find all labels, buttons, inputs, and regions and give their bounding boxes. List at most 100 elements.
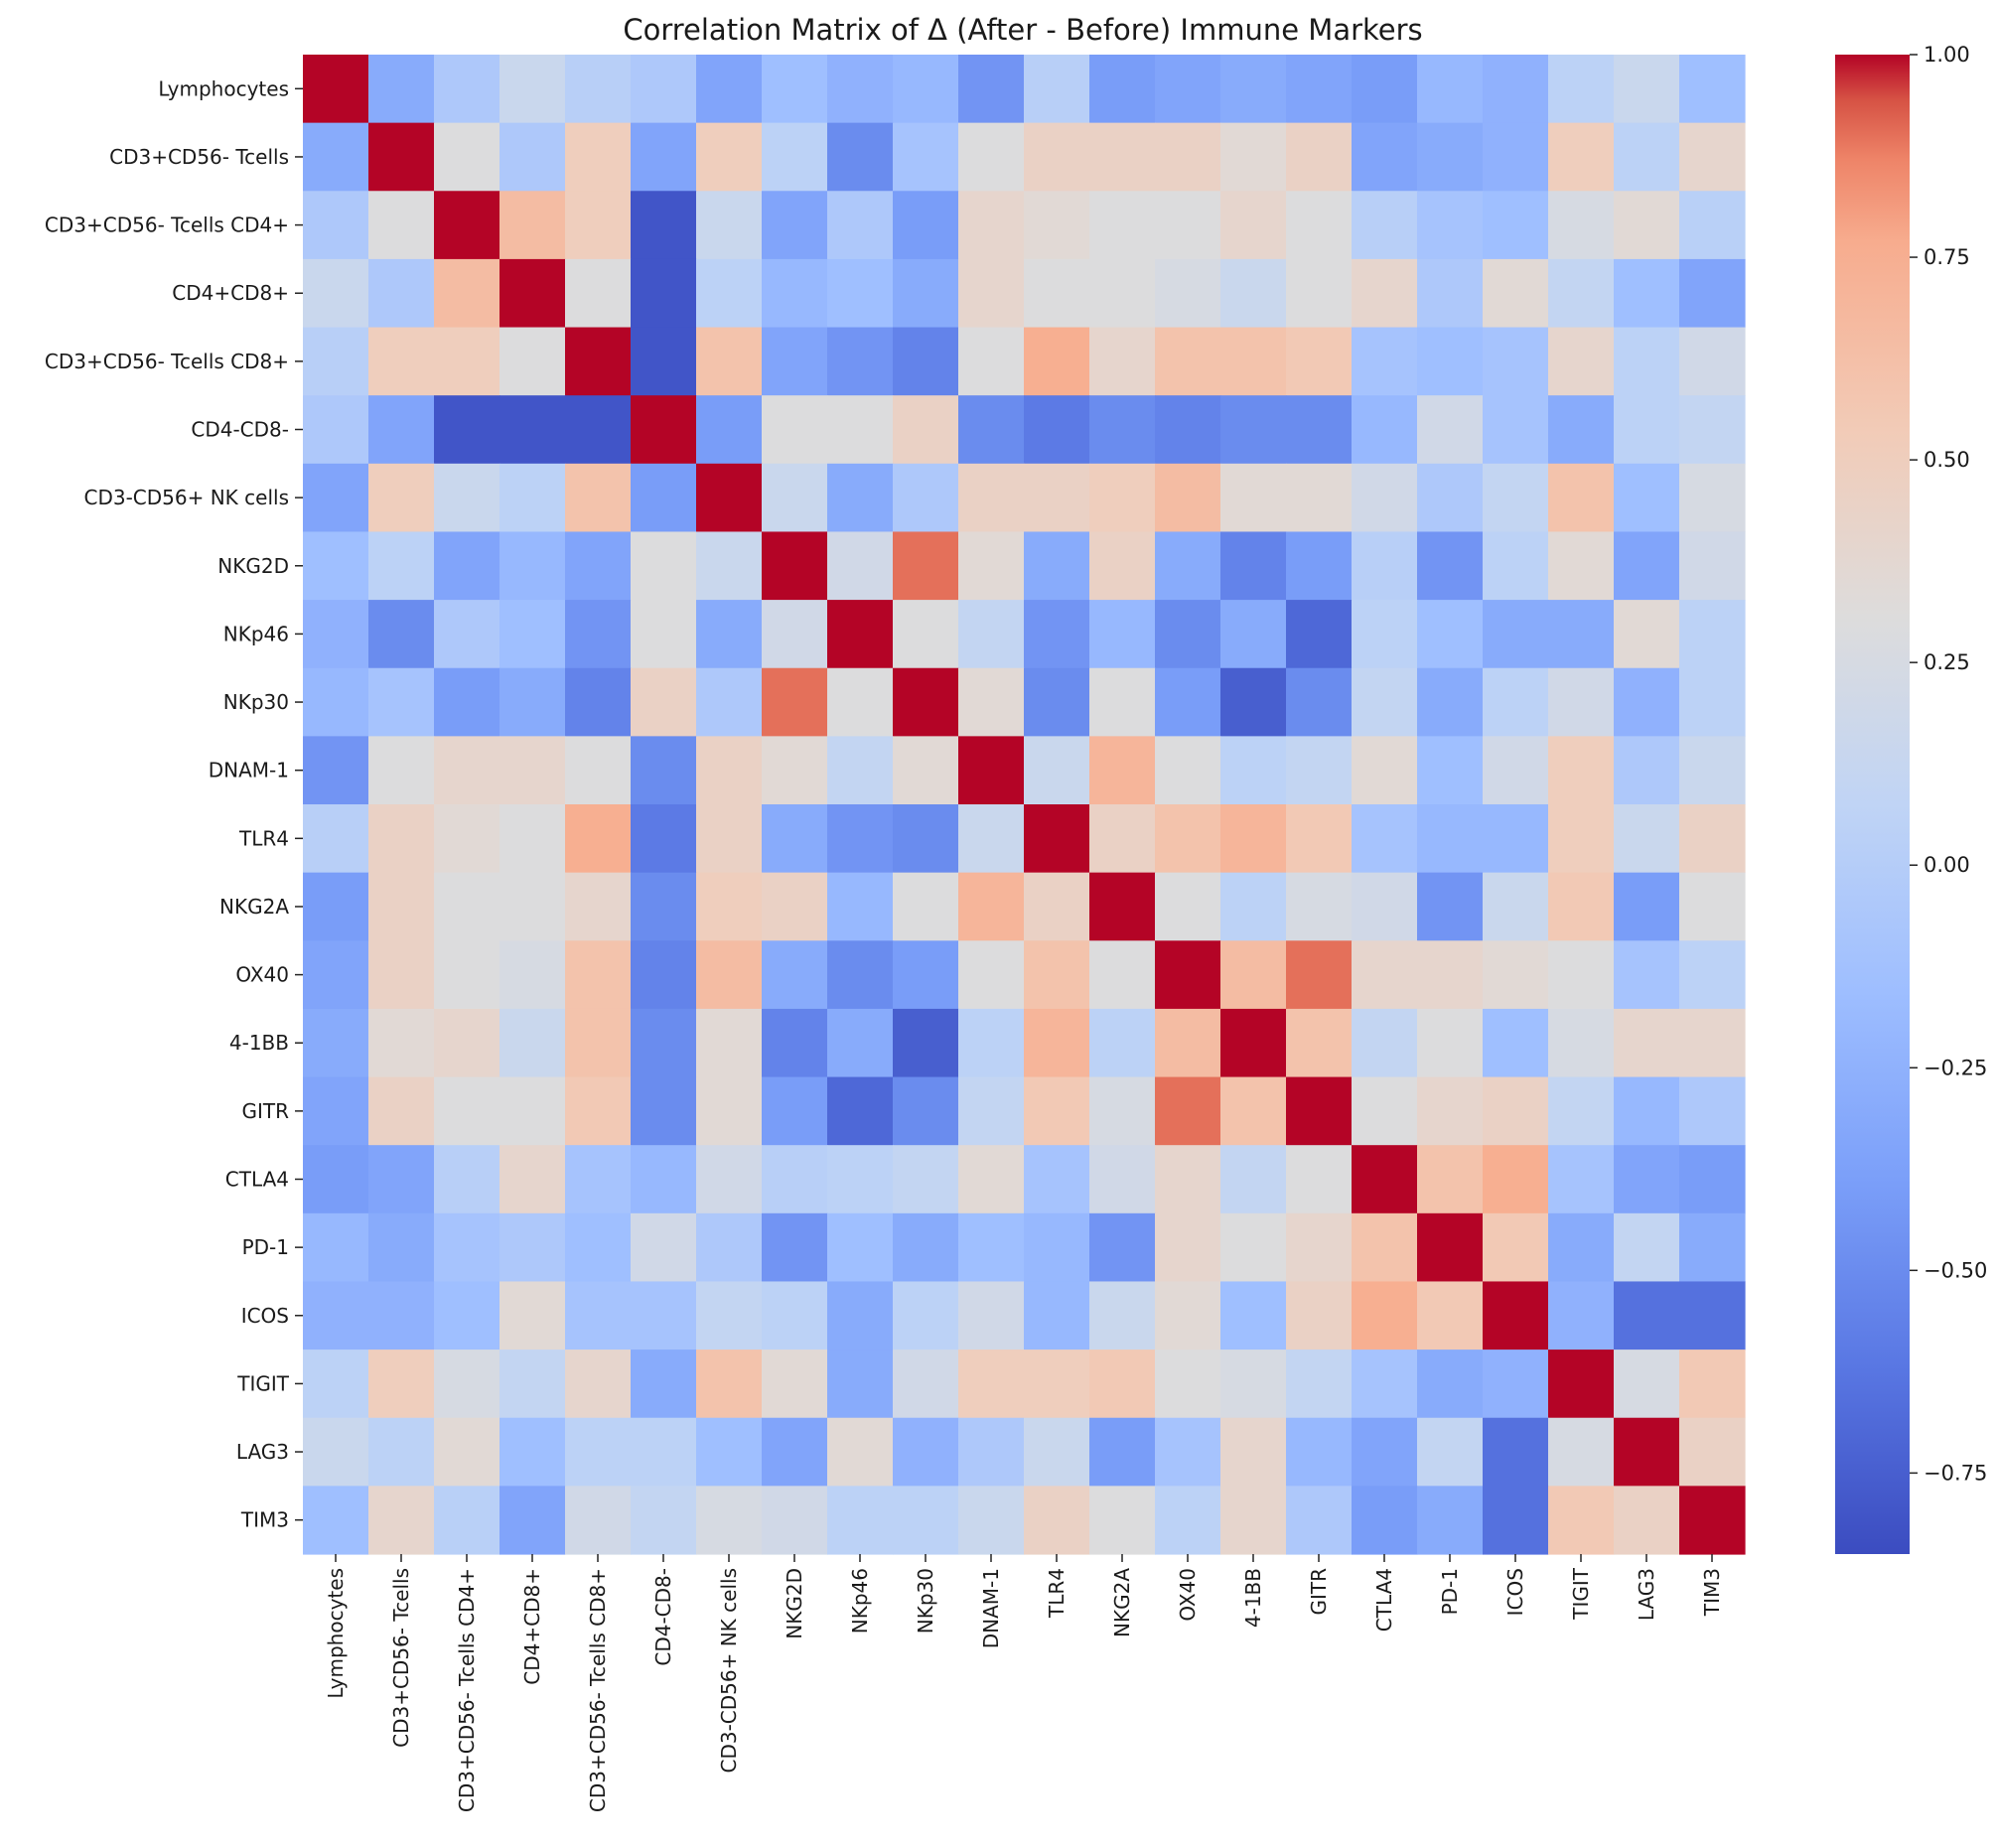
heatmap-cell bbox=[762, 327, 828, 396]
heatmap-cell bbox=[303, 122, 369, 192]
heatmap-cell bbox=[1417, 1008, 1484, 1078]
row-label: NKp30 bbox=[223, 690, 289, 714]
heatmap-cell bbox=[958, 736, 1025, 805]
row-label: ICOS bbox=[241, 1304, 289, 1328]
heatmap-cell bbox=[1024, 1145, 1090, 1214]
heatmap-cell bbox=[1417, 1281, 1484, 1350]
heatmap-cell bbox=[1417, 1212, 1484, 1283]
heatmap-cell bbox=[1548, 55, 1615, 124]
heatmap-cell bbox=[893, 1145, 959, 1214]
heatmap-cell bbox=[1024, 122, 1090, 192]
heatmap-cell bbox=[696, 191, 763, 260]
heatmap-cell bbox=[1614, 1350, 1680, 1419]
heatmap-cell bbox=[1089, 1145, 1156, 1214]
heatmap-cell bbox=[434, 395, 500, 465]
heatmap-cell bbox=[1089, 122, 1156, 192]
heatmap-cell bbox=[827, 1350, 894, 1419]
row-label: CD4-CD8- bbox=[191, 418, 289, 442]
heatmap-cell bbox=[1220, 940, 1287, 1010]
heatmap-cell bbox=[1089, 531, 1156, 601]
heatmap-cell bbox=[434, 1076, 500, 1146]
heatmap-cell bbox=[1614, 804, 1680, 874]
heatmap-cell bbox=[1024, 804, 1090, 874]
heatmap-cell bbox=[827, 1008, 894, 1078]
heatmap-cell bbox=[368, 191, 435, 260]
heatmap-cell bbox=[565, 531, 632, 601]
heatmap-cell bbox=[434, 667, 500, 737]
heatmap-cell bbox=[499, 1145, 566, 1214]
heatmap-cell bbox=[499, 804, 566, 874]
heatmap-cell bbox=[827, 940, 894, 1010]
heatmap-cell bbox=[368, 1417, 435, 1487]
row-label: CD3-CD56+ NK cells bbox=[83, 486, 289, 509]
heatmap-cell bbox=[1679, 463, 1746, 533]
heatmap-cell bbox=[696, 1486, 763, 1555]
heatmap-cell bbox=[696, 55, 763, 124]
heatmap-cell bbox=[499, 463, 566, 533]
heatmap-cell bbox=[1483, 1417, 1549, 1487]
heatmap-cell bbox=[762, 1145, 828, 1214]
heatmap-cell bbox=[434, 531, 500, 601]
heatmap-cell bbox=[958, 600, 1025, 669]
row-label: CD4+CD8+ bbox=[172, 281, 289, 305]
col-label: CD3+CD56- Tcells CD4+ bbox=[455, 1568, 479, 1812]
heatmap-cell bbox=[499, 1212, 566, 1283]
heatmap-cell bbox=[958, 327, 1025, 396]
heatmap-cell bbox=[1679, 191, 1746, 260]
heatmap-cell bbox=[1417, 804, 1484, 874]
heatmap-cell bbox=[1483, 395, 1549, 465]
heatmap-cell bbox=[631, 940, 697, 1010]
col-label: NKG2D bbox=[783, 1568, 806, 1639]
heatmap-cell bbox=[1548, 1145, 1615, 1214]
heatmap-cell bbox=[1679, 667, 1746, 737]
heatmap-cell bbox=[1352, 1076, 1418, 1146]
heatmap-cell bbox=[827, 1212, 894, 1283]
heatmap-cell bbox=[303, 804, 369, 874]
heatmap-cell bbox=[1483, 1076, 1549, 1146]
heatmap-cell bbox=[1155, 463, 1221, 533]
heatmap-cell bbox=[1024, 395, 1090, 465]
heatmap-cell bbox=[827, 122, 894, 192]
heatmap-cell bbox=[1614, 1008, 1680, 1078]
heatmap-cell bbox=[1155, 1212, 1221, 1283]
heatmap-cell bbox=[1417, 940, 1484, 1010]
colorbar-gradient bbox=[1835, 55, 1910, 1554]
heatmap-cell bbox=[1220, 1417, 1287, 1487]
heatmap-cell bbox=[1614, 1076, 1680, 1146]
heatmap-cell bbox=[1614, 327, 1680, 396]
heatmap-cell bbox=[1483, 667, 1549, 737]
heatmap-cell bbox=[631, 55, 697, 124]
heatmap-cell bbox=[893, 1212, 959, 1283]
heatmap-cell bbox=[1417, 1076, 1484, 1146]
heatmap-cell bbox=[893, 736, 959, 805]
heatmap-cell bbox=[893, 191, 959, 260]
heatmap-cell bbox=[368, 463, 435, 533]
heatmap-cell bbox=[893, 122, 959, 192]
heatmap-cell bbox=[1089, 1417, 1156, 1487]
heatmap-cell bbox=[1024, 1008, 1090, 1078]
heatmap-cell bbox=[1286, 736, 1353, 805]
heatmap-cell bbox=[958, 531, 1025, 601]
heatmap-cell bbox=[1220, 736, 1287, 805]
heatmap-cell bbox=[499, 1486, 566, 1555]
heatmap-cell bbox=[303, 55, 369, 124]
heatmap-cell bbox=[696, 531, 763, 601]
heatmap-cell bbox=[1286, 395, 1353, 465]
heatmap-cell bbox=[1286, 191, 1353, 260]
heatmap-cell bbox=[958, 1076, 1025, 1146]
heatmap-cell bbox=[1679, 327, 1746, 396]
heatmap-cell bbox=[762, 258, 828, 329]
heatmap-cell bbox=[958, 1486, 1025, 1555]
heatmap-cell bbox=[565, 395, 632, 465]
heatmap-cell bbox=[1483, 258, 1549, 329]
heatmap-cell bbox=[696, 736, 763, 805]
heatmap-cell bbox=[1548, 122, 1615, 192]
heatmap-cell bbox=[1286, 872, 1353, 941]
heatmap-cell bbox=[1679, 258, 1746, 329]
heatmap-cell bbox=[762, 122, 828, 192]
heatmap-cell bbox=[1220, 1145, 1287, 1214]
heatmap-cell bbox=[499, 55, 566, 124]
heatmap-cell bbox=[1155, 872, 1221, 941]
heatmap-cell bbox=[696, 1350, 763, 1419]
heatmap-cell bbox=[1220, 1008, 1287, 1078]
